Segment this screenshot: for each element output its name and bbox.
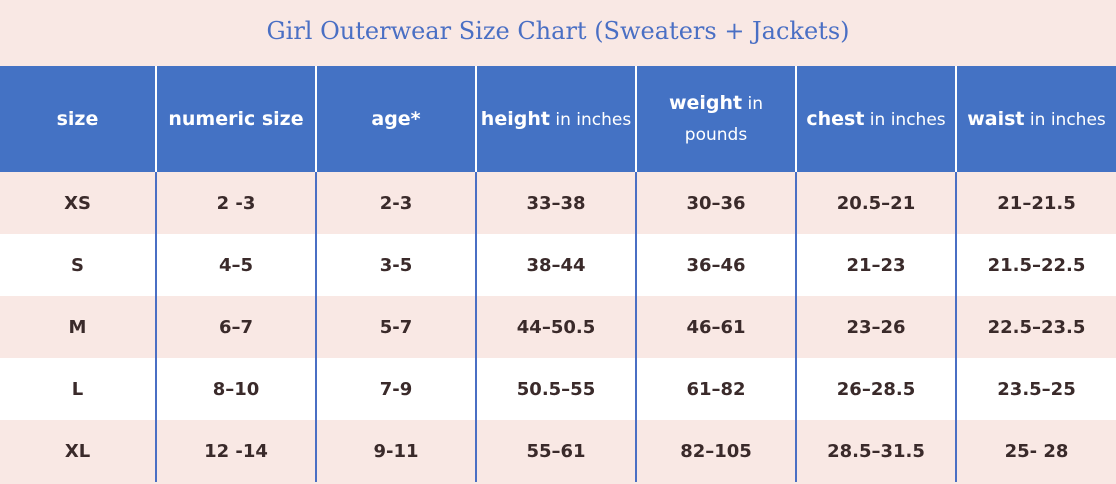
cell-age: 2-3 bbox=[315, 172, 476, 234]
header-label: weight bbox=[668, 92, 743, 114]
cell-height: 44–50.5 bbox=[475, 296, 636, 358]
header-label: chest bbox=[806, 107, 865, 130]
cell-numeric-size: 8–10 bbox=[155, 358, 316, 420]
cell-weight: 36–46 bbox=[635, 234, 796, 296]
cell-numeric-size: 12 -14 bbox=[155, 420, 316, 482]
header-label: numeric size bbox=[168, 107, 304, 130]
cell-weight: 46–61 bbox=[635, 296, 796, 358]
cell-waist: 22.5–23.5 bbox=[955, 296, 1116, 358]
cell-size: XL bbox=[0, 420, 156, 482]
cell-numeric-size: 4–5 bbox=[155, 234, 316, 296]
page-title: Girl Outerwear Size Chart (Sweaters + Ja… bbox=[266, 17, 850, 45]
cell-height: 55–61 bbox=[475, 420, 636, 482]
column-header-weight: weight in pounds bbox=[635, 66, 796, 172]
column-header-size: size bbox=[0, 66, 156, 172]
cell-height: 50.5–55 bbox=[475, 358, 636, 420]
column-header-numeric-size: numeric size bbox=[155, 66, 316, 172]
table-row: L 8–10 7-9 50.5–55 61–82 26–28.5 23.5–25 bbox=[0, 358, 1116, 420]
column-header-chest: chest in inches bbox=[795, 66, 956, 172]
cell-waist: 21–21.5 bbox=[955, 172, 1116, 234]
column-header-age: age* bbox=[315, 66, 476, 172]
cell-age: 3-5 bbox=[315, 234, 476, 296]
cell-chest: 20.5–21 bbox=[795, 172, 956, 234]
cell-age: 7-9 bbox=[315, 358, 476, 420]
cell-waist: 25- 28 bbox=[955, 420, 1116, 482]
cell-numeric-size: 2 -3 bbox=[155, 172, 316, 234]
table-row: XS 2 -3 2-3 33–38 30–36 20.5–21 21–21.5 bbox=[0, 172, 1116, 234]
cell-weight: 82–105 bbox=[635, 420, 796, 482]
cell-chest: 23–26 bbox=[795, 296, 956, 358]
header-unit: in inches bbox=[549, 109, 632, 130]
header-label: age* bbox=[371, 107, 421, 130]
cell-height: 38–44 bbox=[475, 234, 636, 296]
cell-age: 5-7 bbox=[315, 296, 476, 358]
header-unit: in inches bbox=[1024, 109, 1106, 130]
cell-size: L bbox=[0, 358, 156, 420]
cell-waist: 21.5–22.5 bbox=[955, 234, 1116, 296]
header-unit: in pounds bbox=[684, 94, 764, 145]
cell-weight: 30–36 bbox=[635, 172, 796, 234]
cell-size: S bbox=[0, 234, 156, 296]
cell-height: 33–38 bbox=[475, 172, 636, 234]
cell-numeric-size: 6–7 bbox=[155, 296, 316, 358]
column-header-height: height in inches bbox=[475, 66, 636, 172]
cell-chest: 26–28.5 bbox=[795, 358, 956, 420]
header-label: waist bbox=[967, 107, 1025, 130]
header-unit: in inches bbox=[864, 109, 946, 130]
table-row: M 6–7 5-7 44–50.5 46–61 23–26 22.5–23.5 bbox=[0, 296, 1116, 358]
cell-chest: 21–23 bbox=[795, 234, 956, 296]
cell-size: XS bbox=[0, 172, 156, 234]
header-label: height bbox=[480, 107, 550, 130]
cell-chest: 28.5–31.5 bbox=[795, 420, 956, 482]
size-chart-table: size numeric size age* height in inches … bbox=[0, 66, 1116, 482]
cell-age: 9-11 bbox=[315, 420, 476, 482]
cell-weight: 61–82 bbox=[635, 358, 796, 420]
cell-size: M bbox=[0, 296, 156, 358]
header-label: size bbox=[56, 107, 99, 130]
header-row: size numeric size age* height in inches … bbox=[0, 66, 1116, 172]
table-row: XL 12 -14 9-11 55–61 82–105 28.5–31.5 25… bbox=[0, 420, 1116, 482]
cell-waist: 23.5–25 bbox=[955, 358, 1116, 420]
column-header-waist: waist in inches bbox=[955, 66, 1116, 172]
table-row: S 4–5 3-5 38–44 36–46 21–23 21.5–22.5 bbox=[0, 234, 1116, 296]
